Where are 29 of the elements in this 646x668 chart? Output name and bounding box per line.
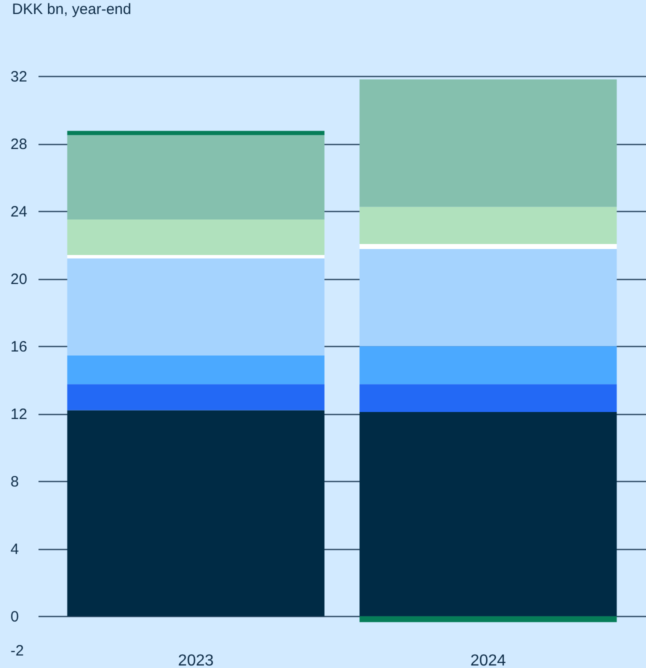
- bar: [67, 135, 324, 220]
- y-tick-label: -2: [10, 642, 24, 660]
- bar: [360, 206, 617, 244]
- x-tick-label: 2024: [470, 652, 506, 668]
- bar: [360, 249, 617, 346]
- bar: [67, 220, 324, 255]
- y-tick-label: 28: [10, 136, 28, 154]
- y-tick-label: 16: [10, 338, 28, 356]
- bar: [360, 384, 617, 412]
- y-tick-label: 24: [10, 204, 28, 221]
- bar: [360, 616, 617, 622]
- bar: [67, 410, 324, 616]
- y-tick-label: 32: [10, 68, 28, 86]
- y-tick-label: 20: [10, 271, 28, 288]
- y-axis-title: DKK bn, year-end: [12, 1, 132, 18]
- x-tick-label: 2023: [178, 652, 214, 668]
- y-tick-label: 0: [10, 608, 19, 626]
- y-tick-label: 4: [10, 541, 19, 558]
- bar: [67, 130, 324, 136]
- bar: [360, 412, 617, 616]
- bar: [67, 258, 324, 356]
- bar: [67, 355, 324, 384]
- bar: [360, 244, 617, 250]
- bar: [67, 254, 324, 258]
- bar: [360, 79, 617, 207]
- bar: [67, 384, 324, 410]
- y-tick-label: 8: [10, 474, 19, 491]
- bar: [360, 346, 617, 384]
- y-tick-label: 12: [10, 406, 28, 424]
